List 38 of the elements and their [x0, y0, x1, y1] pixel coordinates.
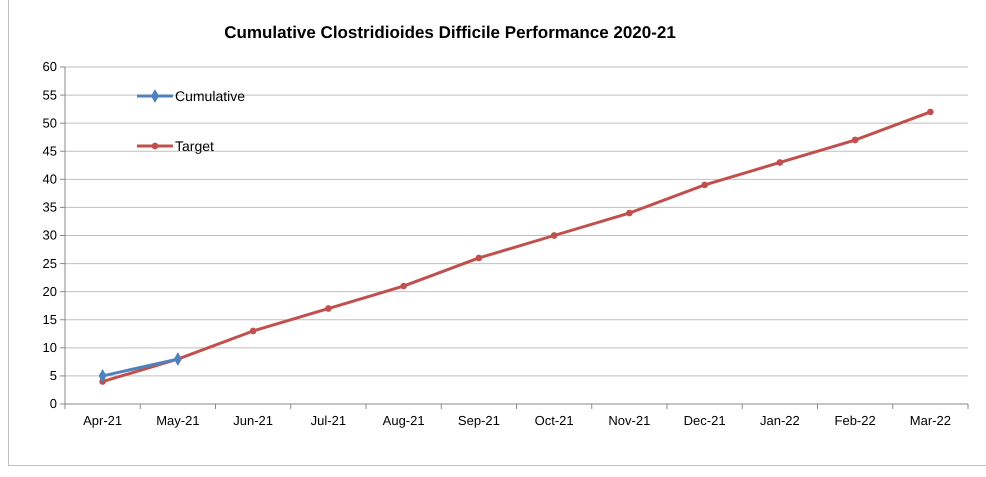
y-tick-label: 15	[42, 312, 57, 327]
point	[626, 210, 633, 216]
x-tick-label: Nov-21	[608, 413, 650, 428]
point	[701, 182, 708, 188]
x-tick-label: May-21	[156, 413, 200, 428]
point	[476, 254, 482, 262]
y-tick-label: 5	[50, 368, 57, 384]
point	[927, 108, 934, 116]
x-tick-label: Jan-22	[760, 413, 800, 428]
x-tick-label: Jul-21	[310, 413, 346, 428]
x-tick-label: Jun-21	[233, 413, 273, 428]
x-tick-label: Oct-21	[534, 413, 574, 428]
x-tick-label: Feb-22	[834, 413, 876, 428]
x-tick-label: Dec-21	[684, 413, 726, 428]
y-tick-label: 25	[42, 256, 57, 271]
point	[776, 159, 784, 166]
x-tick-label: Mar-22	[910, 413, 951, 428]
chart-title: Cumulative Clostridioides Difficile Performance 2020-21	[224, 23, 676, 42]
y-tick-label: 10	[42, 340, 57, 355]
point	[250, 328, 256, 334]
y-tick-label: 50	[42, 115, 57, 130]
point	[400, 282, 407, 290]
y-tick-label: 55	[42, 87, 57, 102]
x-tick-label: Apr-21	[83, 413, 122, 428]
point	[325, 305, 332, 312]
y-tick-label: 45	[42, 143, 57, 158]
point	[852, 136, 858, 144]
x-tick-label: Aug-21	[382, 413, 425, 428]
y-tick-label: 30	[42, 228, 57, 243]
legend-label: Cumulative	[175, 88, 246, 104]
x-tick-label: Sep-21	[458, 413, 500, 428]
y-tick-label: 35	[42, 200, 57, 215]
point	[550, 232, 558, 239]
y-tick-label: 0	[50, 396, 57, 412]
y-tick-label: 20	[42, 284, 57, 299]
y-tick-label: 40	[42, 171, 57, 186]
y-tick-label: 60	[42, 59, 57, 74]
legend-label: Target	[175, 138, 214, 154]
